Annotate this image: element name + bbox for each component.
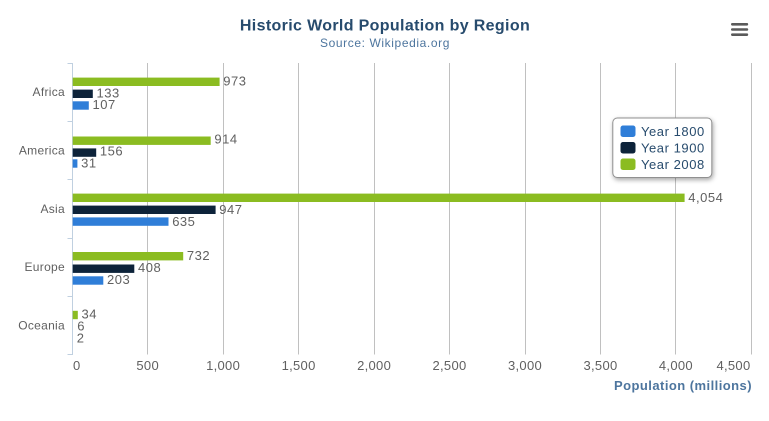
- svg-text:973: 973: [223, 73, 246, 88]
- svg-text:2,500: 2,500: [432, 358, 466, 373]
- svg-text:Asia: Asia: [40, 202, 65, 216]
- svg-text:4,000: 4,000: [659, 358, 693, 373]
- svg-text:3,000: 3,000: [508, 358, 542, 373]
- svg-text:Year 1900: Year 1900: [641, 140, 705, 155]
- svg-text:Oceania: Oceania: [18, 318, 65, 332]
- svg-text:Africa: Africa: [33, 85, 65, 99]
- svg-text:6: 6: [77, 318, 85, 333]
- svg-text:0: 0: [73, 358, 81, 373]
- svg-text:America: America: [19, 144, 65, 158]
- svg-text:Population (millions): Population (millions): [614, 378, 752, 393]
- svg-text:31: 31: [81, 156, 96, 171]
- svg-text:408: 408: [138, 260, 161, 275]
- svg-text:2,000: 2,000: [357, 358, 391, 373]
- svg-text:2: 2: [77, 330, 85, 345]
- svg-text:4,500: 4,500: [716, 358, 750, 373]
- svg-text:4,054: 4,054: [688, 190, 723, 205]
- svg-text:1,500: 1,500: [282, 358, 316, 373]
- svg-text:34: 34: [82, 307, 97, 322]
- svg-text:Year 1800: Year 1800: [641, 124, 705, 139]
- svg-text:Europe: Europe: [25, 260, 66, 274]
- svg-text:Historic World Population by R: Historic World Population by Region: [240, 18, 530, 35]
- svg-text:1,000: 1,000: [206, 358, 240, 373]
- svg-text:133: 133: [97, 85, 120, 100]
- svg-text:635: 635: [172, 214, 195, 229]
- svg-text:203: 203: [107, 272, 130, 287]
- svg-text:107: 107: [93, 97, 116, 112]
- svg-text:Year 2008: Year 2008: [641, 157, 705, 172]
- svg-text:914: 914: [214, 132, 237, 147]
- svg-text:732: 732: [187, 248, 210, 263]
- svg-text:Source: Wikipedia.org: Source: Wikipedia.org: [320, 36, 450, 50]
- svg-text:500: 500: [136, 358, 159, 373]
- svg-text:3,500: 3,500: [583, 358, 617, 373]
- svg-text:156: 156: [100, 144, 123, 159]
- svg-text:947: 947: [219, 202, 242, 217]
